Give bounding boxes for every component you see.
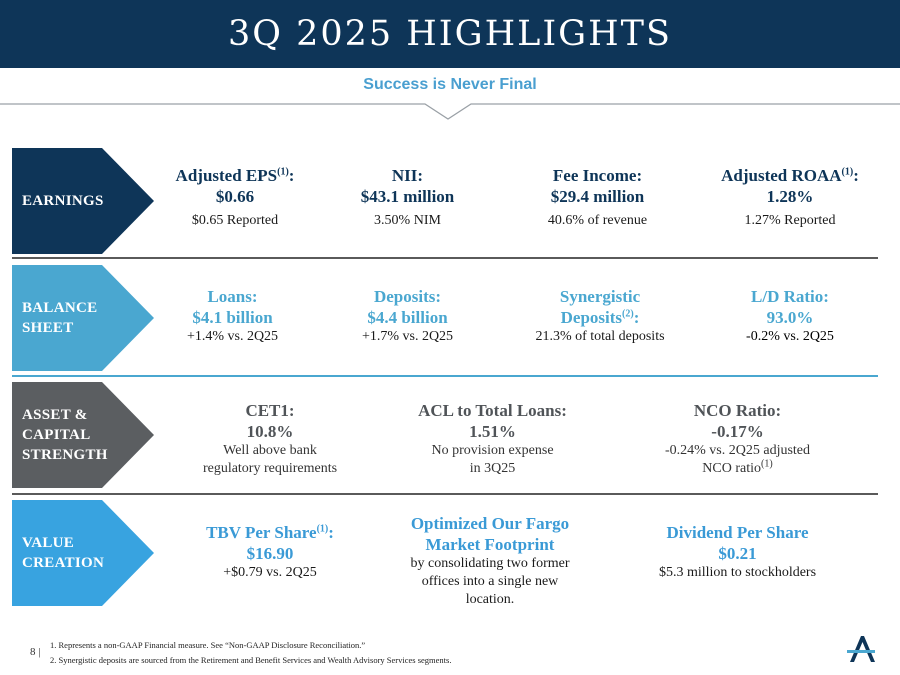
metric-value: $0.21 — [718, 544, 757, 563]
category-earnings-label: EARNINGS — [22, 193, 104, 209]
footnote-2: 2. Synergistic deposits are sourced from… — [50, 655, 452, 665]
alerus-a-logo-icon — [847, 636, 875, 662]
metric-title: Fee Income: — [552, 166, 643, 185]
metric-loans: Loans: $4.1 billion +1.4% vs. 2Q25 — [150, 286, 315, 346]
metric-title: NCO Ratio: — [693, 401, 782, 420]
metric-subtext: +$0.79 vs. 2Q25 — [223, 565, 317, 580]
metric-ld-ratio: L/D Ratio: 93.0% -0.2% vs. 2Q25 — [705, 286, 875, 346]
metric-title: Deposits — [560, 308, 623, 327]
metric-title: Deposits: — [373, 287, 442, 306]
footnote-ref: (1) — [316, 523, 329, 535]
metric-value: $4.1 billion — [192, 308, 273, 327]
metric-subtext: +1.7% vs. 2Q25 — [361, 329, 454, 344]
metric-value: $0.66 — [215, 187, 255, 206]
category-asset-capital-strength: ASSET & CAPITAL STRENGTH — [12, 382, 154, 488]
metric-subtext: 21.3% of total deposits — [535, 329, 665, 344]
category-earnings: EARNINGS — [12, 148, 154, 254]
metric-value: 10.8% — [246, 422, 294, 441]
metric-adjusted-roaa: Adjusted ROAA(1): 1.28% 1.27% Reported — [700, 165, 880, 230]
metric-acl-to-total-loans: ACL to Total Loans: 1.51% No provision e… — [395, 400, 590, 478]
metric-subtext: -0.2% vs. 2Q25 — [746, 329, 834, 344]
metric-subtext: $5.3 million to stockholders — [658, 565, 817, 580]
colon: : — [288, 166, 295, 185]
metric-subtext: 3.50% NIM — [374, 213, 441, 228]
metric-dividend-per-share: Dividend Per Share $0.21 $5.3 million to… — [635, 522, 840, 582]
metric-subtext: regulatory requirements — [202, 461, 338, 476]
category-value-creation: VALUE CREATION — [12, 500, 154, 606]
metric-title: Optimized Our Fargo — [410, 514, 570, 533]
metric-value: 1.28% — [766, 187, 814, 206]
metric-nii: NII: $43.1 million 3.50% NIM — [320, 165, 495, 230]
metric-title: ACL to Total Loans: — [418, 401, 567, 420]
row-divider — [12, 375, 878, 377]
metric-title: Synergistic — [559, 287, 641, 306]
metric-subtext: 1.27% Reported — [744, 213, 836, 228]
category-balance-sheet-label: BALANCE SHEET — [22, 300, 98, 336]
metric-subtext: +1.4% vs. 2Q25 — [186, 329, 279, 344]
metric-adjusted-eps: Adjusted EPS(1): $0.66 $0.65 Reported — [150, 165, 320, 230]
footnote-ref: (1) — [277, 166, 289, 178]
row-divider — [12, 257, 878, 259]
metric-value: $29.4 million — [550, 187, 645, 206]
metric-deposits: Deposits: $4.4 billion +1.7% vs. 2Q25 — [325, 286, 490, 346]
metric-title: Adjusted EPS — [175, 166, 278, 185]
metric-subtext: NCO ratio — [702, 461, 762, 476]
metric-synergistic-deposits: Synergistic Deposits(2): 21.3% of total … — [505, 286, 695, 346]
metric-nco-ratio: NCO Ratio: -0.17% -0.24% vs. 2Q25 adjust… — [635, 400, 840, 478]
header-banner — [0, 0, 900, 68]
colon: : — [328, 523, 334, 542]
metric-value: $16.90 — [246, 544, 294, 563]
colon: : — [633, 308, 640, 327]
tagline-divider — [0, 103, 900, 120]
metric-title: NII: — [391, 166, 424, 185]
metric-subtext: in 3Q25 — [469, 461, 516, 476]
metric-cet1: CET1: 10.8% Well above bank regulatory r… — [180, 400, 360, 478]
page-number: 8 | — [30, 646, 41, 658]
footnote-1: 1. Represents a non-GAAP Financial measu… — [50, 640, 366, 650]
metric-value: $43.1 million — [360, 187, 455, 206]
metric-title: CET1: — [245, 401, 295, 420]
page-title: 3Q 2025 HIGHLIGHTS — [228, 14, 672, 54]
footnote-ref: (2) — [622, 308, 634, 320]
metric-title: Dividend Per Share — [666, 523, 809, 542]
metric-subtext: Well above bank — [223, 443, 317, 458]
metric-subtext: offices into a single new — [421, 574, 559, 589]
metric-title: Loans: — [207, 287, 258, 306]
footnote-ref: (1) — [761, 458, 773, 470]
metric-title: Market Footprint — [425, 535, 555, 554]
metric-fargo-footprint: Optimized Our Fargo Market Footprint by … — [385, 513, 595, 609]
metric-subtext: -0.24% vs. 2Q25 adjusted — [664, 443, 811, 458]
footnotes: 1. Represents a non-GAAP Financial measu… — [50, 638, 451, 668]
metric-subtext: No provision expense — [431, 443, 554, 458]
metric-subtext: 40.6% of revenue — [547, 213, 648, 228]
category-asset-capital-strength-label: ASSET & CAPITAL STRENGTH — [22, 407, 108, 463]
metric-title: L/D Ratio: — [751, 287, 829, 306]
metric-subtext: location. — [465, 592, 515, 607]
metric-value: 93.0% — [766, 308, 814, 327]
metric-title: TBV Per Share — [206, 523, 317, 542]
tagline: Success is Never Final — [363, 76, 537, 93]
colon: : — [853, 166, 859, 185]
metric-subtext: $0.65 Reported — [191, 213, 279, 228]
metric-value: $4.4 billion — [367, 308, 448, 327]
footnote-ref: (1) — [841, 166, 854, 178]
metric-tbv-per-share: TBV Per Share(1): $16.90 +$0.79 vs. 2Q25 — [180, 522, 360, 582]
category-value-creation-label: VALUE CREATION — [22, 535, 105, 571]
metric-value: -0.17% — [711, 422, 764, 441]
metric-fee-income: Fee Income: $29.4 million 40.6% of reven… — [505, 165, 690, 230]
row-divider — [12, 493, 878, 495]
metric-title: Adjusted ROAA — [721, 166, 842, 185]
category-balance-sheet: BALANCE SHEET — [12, 265, 154, 371]
metric-value: 1.51% — [469, 422, 516, 441]
metric-subtext: by consolidating two former — [410, 556, 570, 571]
